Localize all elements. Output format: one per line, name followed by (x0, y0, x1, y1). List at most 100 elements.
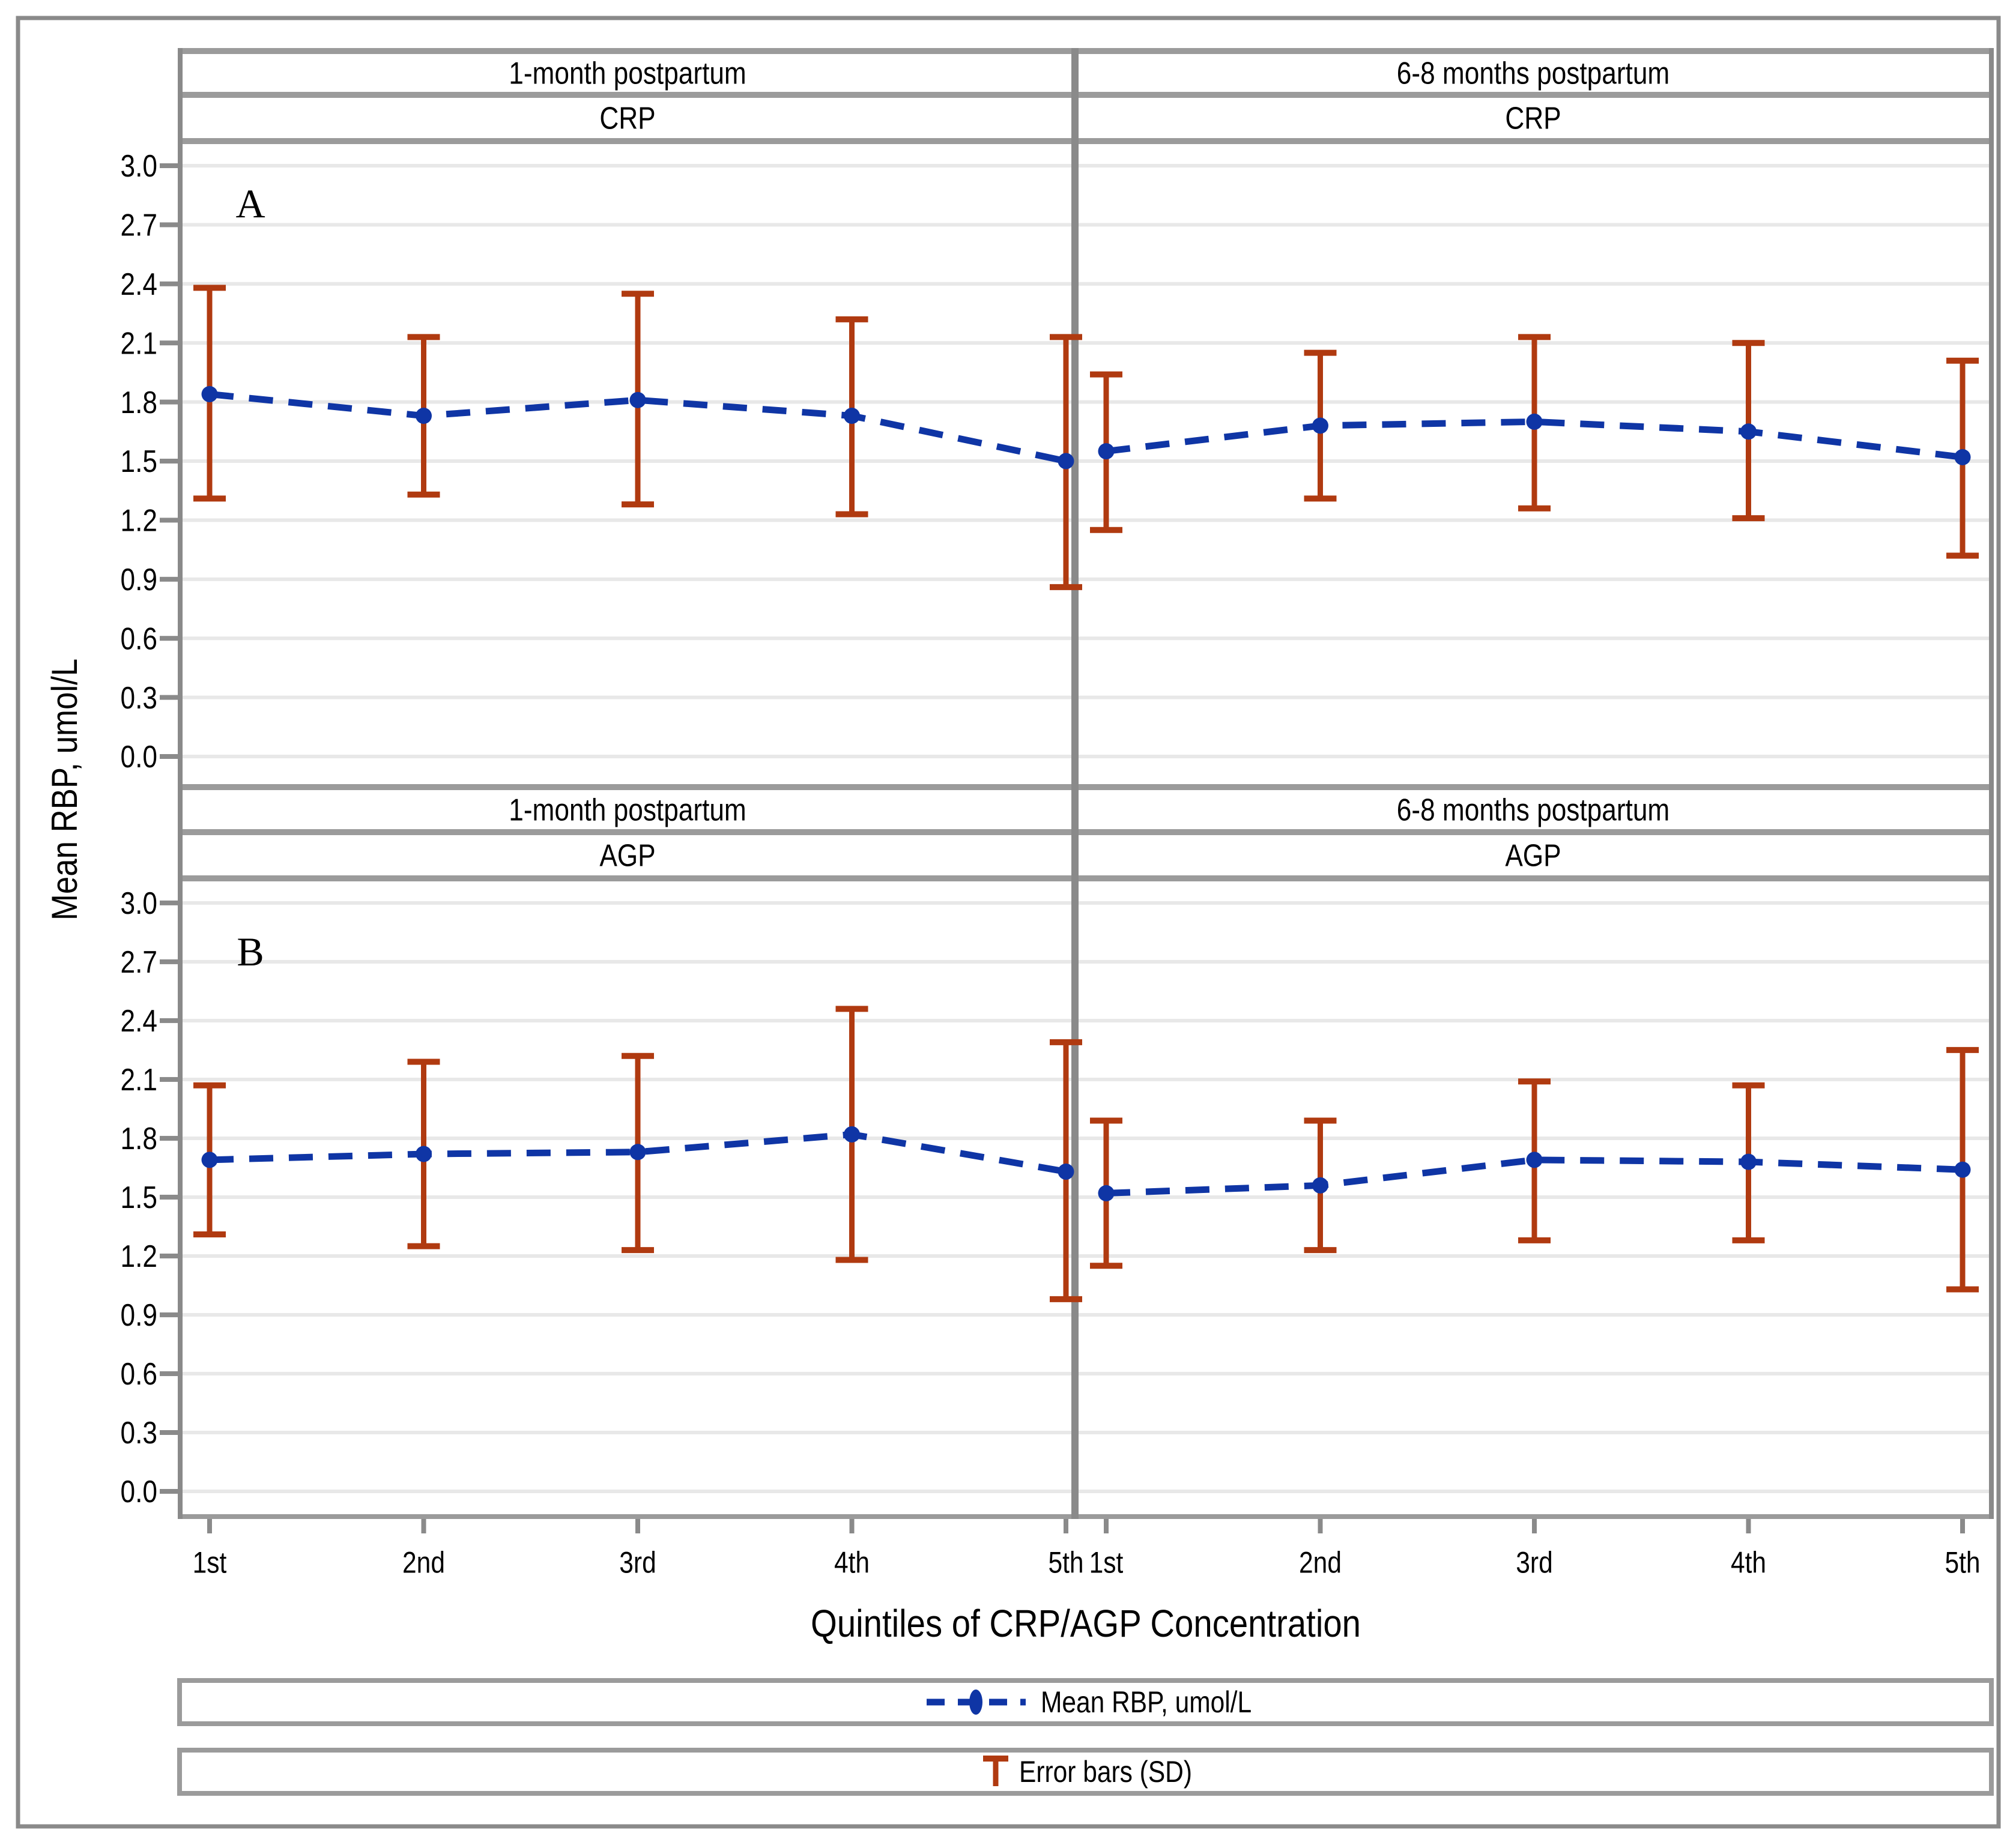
header-bar (178, 875, 1994, 881)
data-point-marker (844, 408, 860, 424)
legend-series-swatch-dashed-line-icon (927, 1689, 1026, 1715)
data-point-marker (416, 408, 432, 424)
frame-line (178, 48, 183, 1519)
y-tick-label: 1.8 (121, 385, 157, 420)
x-axis-title: Quintiles of CRP/AGP Concentration (811, 1602, 1361, 1645)
y-tick-label: 0.6 (121, 1357, 157, 1392)
gridline (183, 223, 1071, 227)
gridline (183, 577, 1071, 581)
y-tick-mark (160, 459, 178, 464)
x-tick-label: 5th (1945, 1545, 1980, 1579)
gridline (183, 1430, 1071, 1434)
y-tick-label: 2.4 (121, 267, 157, 302)
legend-error-swatch-t-icon (983, 1756, 1008, 1786)
gridline (183, 341, 1071, 345)
series-line (209, 391, 1067, 465)
y-tick-label: 2.1 (121, 326, 157, 361)
header-bar (178, 1514, 1994, 1519)
y-tick-label: 2.7 (121, 208, 157, 243)
x-tick-mark (1318, 1519, 1323, 1533)
y-tick-mark (160, 399, 178, 405)
gridline (183, 695, 1071, 699)
y-tick-mark (160, 1312, 178, 1317)
gridline (183, 282, 1071, 286)
facet-column-header: 1-month postpartum (509, 56, 746, 91)
series-line (1106, 1156, 1963, 1197)
legend-series-label: Mean RBP, umol/L (1041, 1685, 1252, 1719)
data-point-marker (1954, 1161, 1971, 1178)
y-tick-mark (160, 695, 178, 700)
x-tick-label: 4th (834, 1545, 870, 1579)
facet-column-header: 1-month postpartum (509, 793, 746, 827)
lattice-frame (178, 48, 1994, 1519)
axis-ticks: 0.0 0.3 0.6 0.9 1.2 1.5 1.8 2.1 2.4 2.7 3.0 0.0 0.3 0… (121, 149, 1981, 1579)
data-point-marker (201, 385, 218, 402)
data-point-marker (1740, 423, 1757, 440)
y-tick-label: 0.3 (121, 680, 157, 715)
gridline (1079, 901, 1989, 905)
gridline (183, 636, 1071, 641)
gridline (183, 1136, 1071, 1140)
gridline (183, 459, 1071, 463)
gridline (1079, 282, 1989, 286)
y-tick-mark (160, 1371, 178, 1376)
y-tick-mark (160, 1194, 178, 1200)
facet-column-header: 6-8 months postpartum (1397, 56, 1669, 91)
x-tick-label: 1st (193, 1545, 227, 1579)
data-point-marker (844, 1126, 860, 1143)
y-tick-label: 0.9 (121, 563, 157, 597)
x-tick-mark (635, 1519, 640, 1533)
gridline (1079, 695, 1989, 699)
gridline (1079, 164, 1989, 168)
header-bar (178, 784, 1994, 790)
gridline (183, 1312, 1071, 1317)
data-point-marker (1312, 417, 1328, 434)
y-tick-label: 0.6 (121, 621, 157, 656)
gridline (1079, 577, 1989, 581)
data-point-marker (1954, 448, 1971, 465)
facet-column-header: 6-8 months postpartum (1397, 793, 1669, 827)
gridline (183, 901, 1071, 905)
y-tick-label: 1.2 (121, 1239, 157, 1274)
facet-row-header: AGP (599, 838, 655, 873)
x-tick-label: 3rd (619, 1545, 656, 1579)
gridline (183, 1371, 1071, 1375)
gridline (183, 164, 1071, 168)
series-line (209, 1131, 1067, 1175)
data-series (193, 285, 1979, 1302)
x-tick-label: 3rd (1516, 1545, 1552, 1579)
x-tick-mark (421, 1519, 426, 1533)
y-tick-mark (160, 1489, 178, 1494)
y-tick-mark (160, 576, 178, 582)
data-point-marker (1526, 1152, 1543, 1168)
x-tick-label: 5th (1048, 1545, 1083, 1579)
y-tick-mark (160, 900, 178, 905)
y-tick-label: 2.1 (121, 1063, 157, 1098)
gridline (1079, 1490, 1989, 1493)
gridline (1079, 1018, 1989, 1022)
x-tick-mark (207, 1519, 212, 1533)
frame-line (1989, 48, 1994, 1519)
frame-line (1071, 48, 1079, 1519)
x-tick-label: 2nd (1299, 1545, 1342, 1579)
gridline (183, 518, 1071, 522)
y-tick-mark (160, 1077, 178, 1082)
gridline (183, 755, 1071, 758)
data-point-marker (629, 391, 646, 408)
y-tick-mark (160, 163, 178, 168)
y-tick-mark (160, 1018, 178, 1023)
x-tick-mark (1064, 1519, 1068, 1533)
y-tick-mark (160, 518, 178, 523)
outer-border (16, 16, 2001, 1829)
gridline (183, 959, 1071, 964)
data-point-marker (629, 1144, 646, 1161)
y-tick-label: 2.7 (121, 945, 157, 980)
x-tick-mark (1960, 1519, 1965, 1533)
panel-label-b: B (237, 929, 264, 974)
gridline (1079, 959, 1989, 964)
panel-B (193, 1006, 1082, 1302)
gridline (183, 1195, 1071, 1199)
